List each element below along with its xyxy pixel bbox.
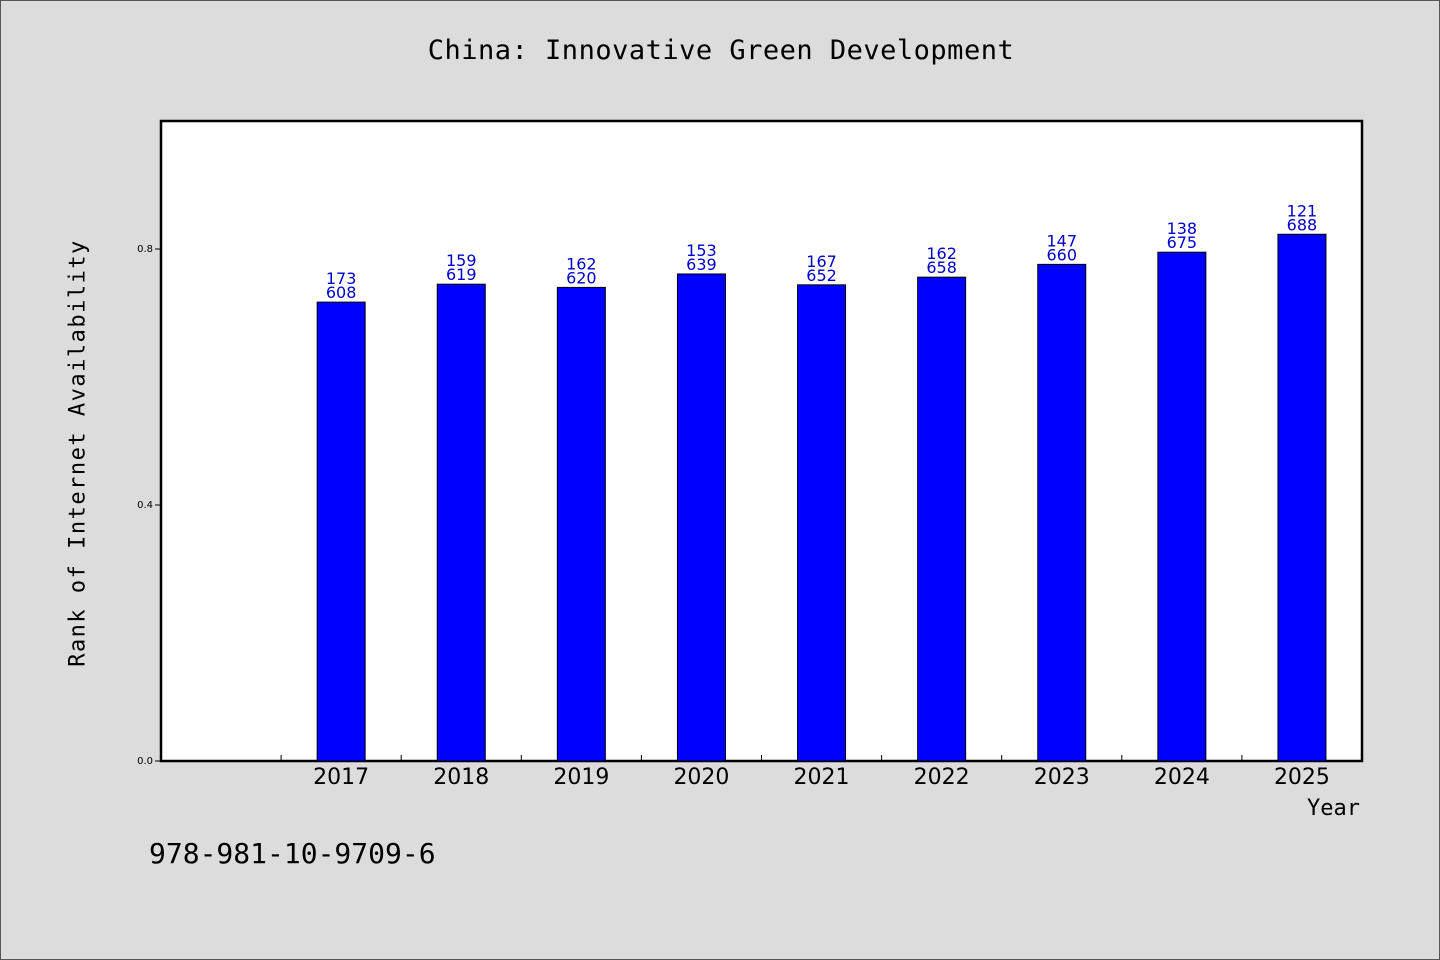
footer-identifier: 978-981-10-9709-6 (149, 837, 436, 870)
bar-label-top: 173 (326, 269, 357, 288)
x-tick-label: 2020 (673, 765, 729, 790)
chart-title: China: Innovative Green Development (427, 35, 1015, 66)
bar-label-bottom: 658 (926, 258, 957, 277)
bar-label-top: 121 (1287, 201, 1318, 220)
bar (676, 273, 726, 762)
bar-label-bottom: 688 (1287, 215, 1318, 234)
bar-label-bottom: 675 (1167, 233, 1198, 252)
x-axis-label: Year (1307, 796, 1360, 821)
bar-label-top: 147 (1046, 231, 1077, 250)
bar-label-bottom: 619 (446, 265, 477, 284)
bar (556, 286, 606, 762)
x-tick-label: 2022 (914, 765, 970, 790)
y-tick-label: 0.4 (137, 500, 153, 511)
y-tick-label: 0.8 (137, 244, 153, 255)
x-tick-label: 2018 (433, 765, 489, 790)
bar-label-top: 162 (566, 254, 597, 273)
bar-label-top: 153 (686, 241, 717, 260)
bar (436, 283, 486, 762)
bar-label-bottom: 652 (806, 266, 837, 285)
x-tick-label: 2025 (1274, 765, 1330, 790)
bar-label-top: 162 (926, 244, 957, 263)
bar-label-top: 167 (806, 252, 837, 271)
x-tick-label: 2023 (1034, 765, 1090, 790)
bar-label-top: 138 (1167, 219, 1198, 238)
y-tick-label: 0.0 (137, 756, 153, 767)
bar-label-bottom: 620 (566, 268, 597, 287)
bar-label-bottom: 660 (1046, 245, 1077, 264)
bar (1157, 251, 1207, 762)
x-tick-label: 2017 (313, 765, 369, 790)
x-tick-label: 2024 (1154, 765, 1210, 790)
bar (1037, 263, 1087, 762)
bar-label-top: 159 (446, 251, 477, 270)
bar (797, 284, 847, 762)
x-tick-label: 2021 (794, 765, 850, 790)
bar (917, 276, 967, 762)
bar-label-bottom: 639 (686, 255, 717, 274)
bar (1277, 233, 1327, 762)
bar (316, 301, 366, 762)
bar-label-bottom: 608 (326, 283, 357, 302)
x-tick-label: 2019 (553, 765, 609, 790)
